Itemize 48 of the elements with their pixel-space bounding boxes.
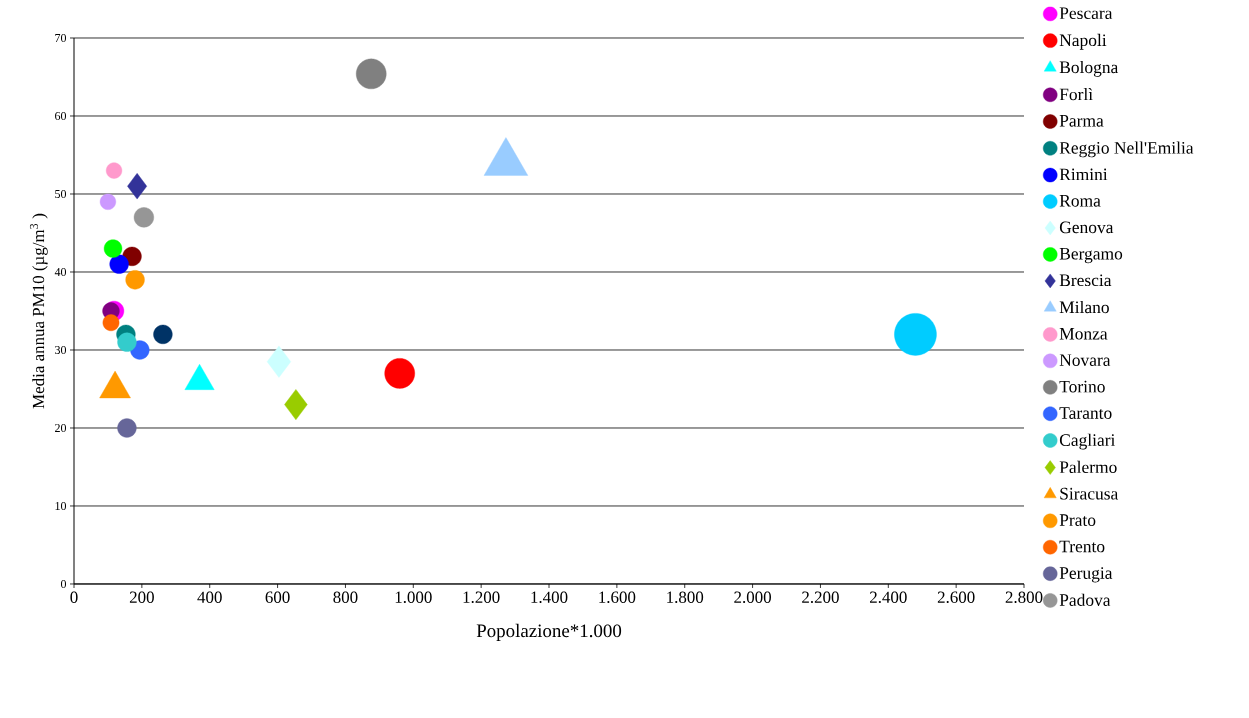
x-tick-label: 200 [129, 591, 154, 603]
x-tick-label: 2.600 [937, 591, 975, 603]
y-tick-label: 50 [55, 189, 67, 199]
legend-label: Novara [1059, 354, 1111, 366]
x-tick-label: 0 [70, 591, 78, 603]
x-tick-label: 800 [333, 591, 358, 603]
y-tick-label: 40 [54, 267, 67, 277]
x-tick-label: 1.000 [395, 591, 432, 603]
x-tick-label: 2.200 [802, 591, 839, 603]
legend-label: Reggio Nell'Emilia [1059, 141, 1194, 158]
y-axis-title: Media annua PM10 (µg/m$^{3}$ ) [29, 213, 48, 409]
x-axis-title: Popolazione*1.000 [476, 623, 622, 642]
legend-label: Napoli [1059, 33, 1107, 50]
legend-label: Bergamo [1059, 247, 1123, 264]
legend-label: Forlì [1059, 87, 1093, 101]
y-tick-label: 70 [55, 33, 67, 43]
legend-label: Palermo [1059, 460, 1117, 474]
legend-label: Perugia [1059, 567, 1113, 583]
legend-label: Roma [1059, 195, 1101, 207]
legend-label: Taranto [1059, 407, 1112, 419]
legend-label: Torino [1059, 380, 1105, 393]
y-tick-label: 10 [55, 501, 67, 511]
y-tick-label: 60 [55, 111, 67, 121]
y-tick-label: 20 [55, 423, 67, 433]
legend-label: Trento [1059, 540, 1105, 553]
legend-label: Parma [1059, 115, 1104, 127]
legend-label: Siracusa [1060, 487, 1119, 500]
legend-label: Milano [1059, 300, 1109, 314]
legend-label: Prato [1059, 514, 1096, 526]
legend-label: Padova [1059, 593, 1111, 606]
legend-label: Brescia [1059, 274, 1112, 287]
x-tick-label: 1.600 [599, 591, 636, 603]
legend-label: Cagliari [1059, 433, 1116, 450]
x-tick-label: 400 [197, 591, 222, 603]
legend-label: Genova [1059, 221, 1114, 234]
x-tick-label: 2.400 [870, 591, 907, 603]
x-tick-label: 600 [265, 591, 290, 603]
x-tick-label: 1.400 [531, 591, 568, 603]
legend-label: Bologna [1059, 60, 1119, 77]
legend-label: Monza [1059, 327, 1108, 340]
x-tick-label: 1.800 [667, 591, 704, 603]
x-tick-label: 2.000 [734, 591, 771, 603]
legend-label: Pescara [1059, 7, 1113, 20]
x-tick-label: 2.800 [1005, 591, 1043, 603]
y-tick-label: 30 [55, 345, 67, 355]
legend-label: Rimini [1059, 168, 1108, 181]
y-tick-label: 0 [60, 579, 67, 589]
x-tick-label: 1.200 [463, 591, 500, 603]
